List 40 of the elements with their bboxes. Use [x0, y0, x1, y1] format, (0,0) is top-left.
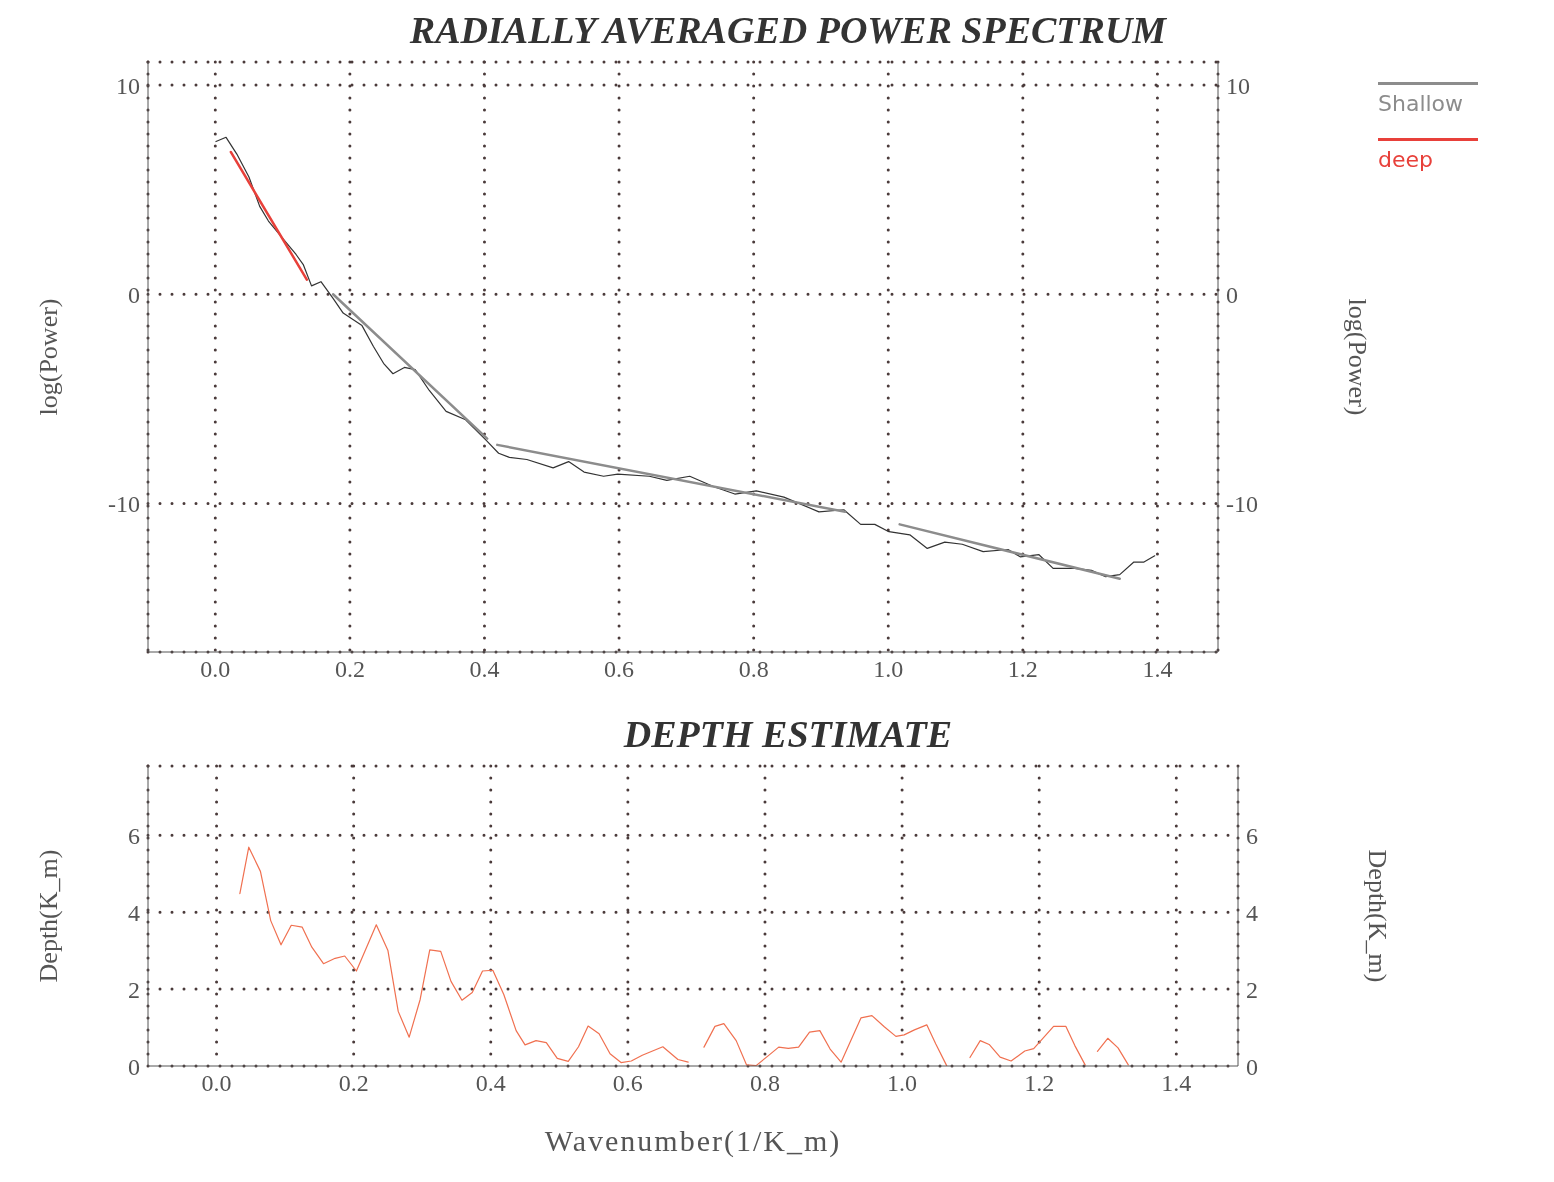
y-tick-label: 0 [128, 281, 140, 308]
x-tick-label: 0.2 [334, 656, 365, 683]
x-tick-label: 0.8 [749, 1070, 780, 1097]
x-tick-label: 0.4 [469, 656, 500, 683]
y-tick-label: 0 [128, 1053, 140, 1080]
x-tick-label: 0.0 [200, 656, 231, 683]
x-tick-label: 1.2 [1024, 1070, 1055, 1097]
x-tick-label: 0.2 [338, 1070, 369, 1097]
chart-title: RADIALLY AVERAGED POWER SPECTRUM [408, 8, 1168, 52]
y-tick-label: 4 [128, 899, 140, 926]
x-tick-label: 1.4 [1142, 656, 1173, 683]
y-tick-label: 10 [116, 72, 140, 99]
x-tick-label: 0.6 [604, 656, 635, 683]
y2-axis-title: Depth(K_m) [1362, 849, 1392, 983]
y-tick-label: -10 [108, 490, 140, 517]
y2-tick-label: 10 [1226, 72, 1250, 99]
x-axis-title: Wavenumber(1/K_m) [544, 1124, 842, 1158]
line-series [215, 136, 1156, 578]
y2-tick-label: 6 [1246, 822, 1258, 849]
x-tick-label: 0.8 [738, 656, 769, 683]
y2-tick-label: 0 [1226, 281, 1238, 308]
chart-title: DEPTH ESTIMATE [622, 712, 954, 756]
y2-tick-label: 0 [1246, 1053, 1258, 1080]
x-tick-label: 0.0 [201, 1070, 232, 1097]
y2-tick-label: 4 [1246, 899, 1258, 926]
y-axis-title: Depth(K_m) [34, 849, 64, 983]
x-tick-label: 1.0 [873, 656, 904, 683]
y2-axis-title: log(Power) [1342, 298, 1372, 416]
y-tick-label: 2 [128, 976, 140, 1003]
y2-tick-label: 2 [1246, 976, 1258, 1003]
y-tick-label: 6 [128, 822, 140, 849]
x-tick-label: 1.0 [887, 1070, 918, 1097]
x-tick-label: 0.6 [612, 1070, 643, 1097]
x-tick-label: 0.4 [475, 1070, 506, 1097]
x-tick-label: 1.2 [1007, 656, 1038, 683]
legend-label: Shallow [1378, 91, 1464, 116]
x-tick-label: 1.4 [1161, 1070, 1192, 1097]
y-axis-title: log(Power) [34, 298, 64, 416]
legend-label: deep [1378, 147, 1433, 172]
y2-tick-label: -10 [1226, 490, 1258, 517]
